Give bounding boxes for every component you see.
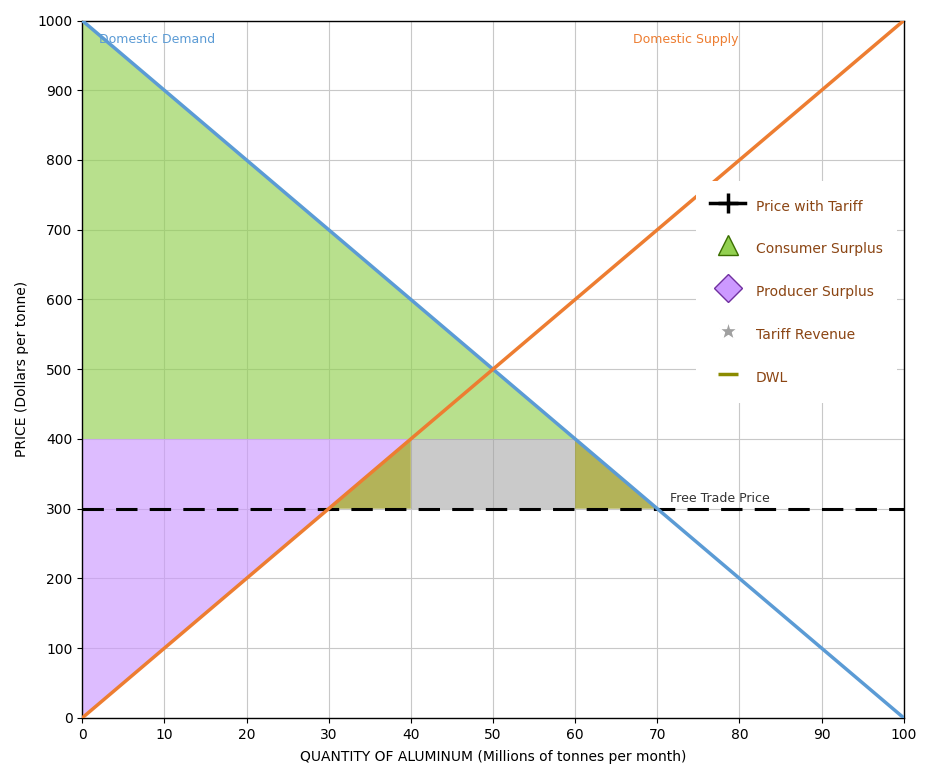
Legend: Price with Tariff, Consumer Surplus, Producer Surplus, Tariff Revenue, DWL: Price with Tariff, Consumer Surplus, Pro…: [696, 181, 897, 403]
Polygon shape: [575, 439, 657, 509]
Polygon shape: [411, 439, 575, 509]
Polygon shape: [82, 439, 411, 718]
Text: Domestic Demand: Domestic Demand: [99, 33, 214, 46]
Polygon shape: [329, 439, 411, 509]
Polygon shape: [82, 20, 575, 439]
Text: Free Trade Price: Free Trade Price: [670, 492, 770, 505]
Y-axis label: PRICE (Dollars per tonne): PRICE (Dollars per tonne): [15, 281, 29, 457]
Text: Domestic Supply: Domestic Supply: [633, 33, 738, 46]
X-axis label: QUANTITY OF ALUMINUM (Millions of tonnes per month): QUANTITY OF ALUMINUM (Millions of tonnes…: [300, 750, 686, 764]
